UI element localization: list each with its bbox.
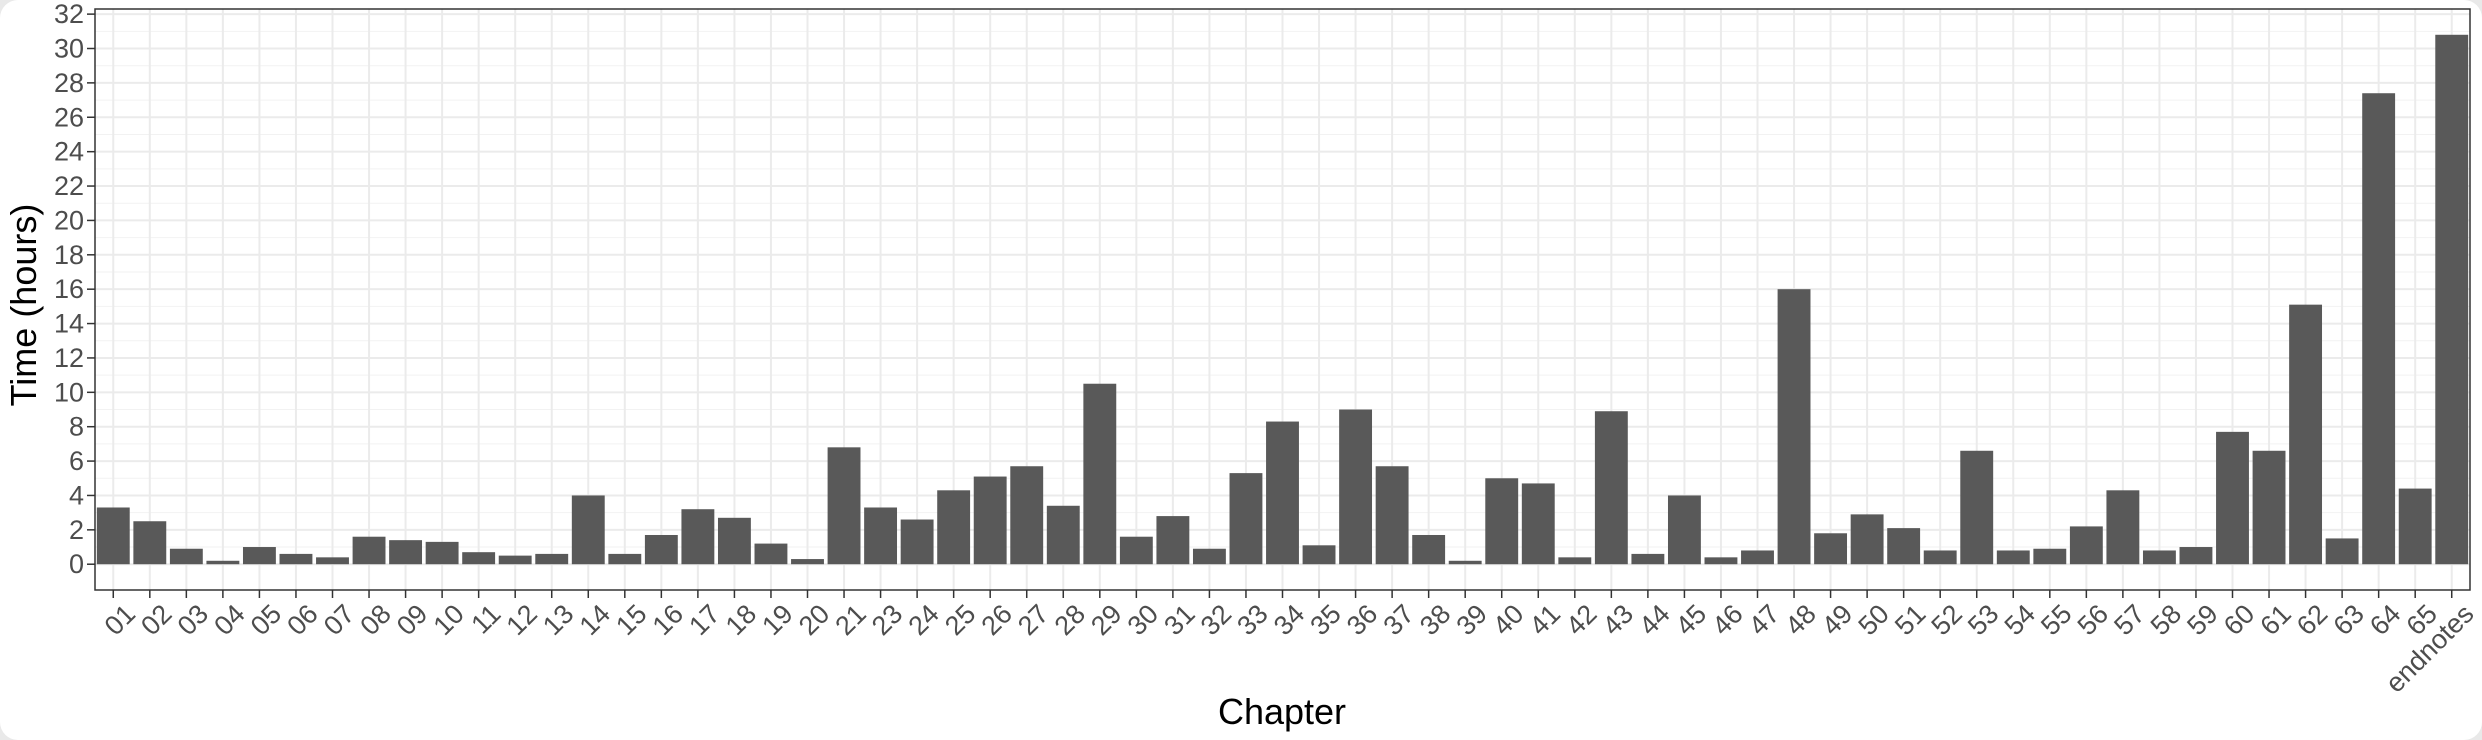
bar-52: [1923, 550, 1957, 565]
bar-16: [644, 534, 678, 565]
bar-37: [1375, 466, 1409, 565]
bar-56: [2069, 526, 2103, 565]
y-tick-label: 14: [54, 309, 84, 339]
bar-07: [316, 557, 349, 565]
bar-60: [2216, 431, 2249, 565]
bar-27: [1010, 466, 1044, 565]
y-tick-label: 30: [54, 34, 84, 64]
x-tick-label: 10: [427, 599, 469, 641]
bar-06: [279, 553, 313, 565]
bar-57: [2106, 490, 2140, 565]
bar-05: [242, 547, 276, 565]
bar-50: [1850, 514, 1884, 565]
bar-13: [535, 553, 569, 565]
bar-32: [1192, 548, 1226, 565]
bar-48: [1777, 289, 1811, 565]
y-tick-label: 12: [54, 343, 84, 373]
y-tick-label: 4: [69, 480, 84, 510]
bar-33: [1229, 473, 1263, 565]
bar-49: [1814, 533, 1848, 565]
y-tick-label: 22: [54, 171, 84, 201]
bar-51: [1887, 528, 1921, 565]
bar-11: [462, 552, 496, 565]
bar-26: [973, 476, 1007, 565]
bar-19: [754, 543, 788, 565]
bar-35: [1302, 545, 1336, 565]
bar-40: [1485, 478, 1519, 565]
bar-65: [2398, 488, 2432, 565]
bar-47: [1741, 550, 1774, 565]
bar-38: [1412, 534, 1446, 565]
bar-18: [717, 517, 751, 565]
y-tick-label: 18: [54, 240, 84, 270]
y-tick-label: 0: [69, 549, 84, 579]
y-tick-label: 20: [54, 205, 84, 235]
bar-28: [1046, 505, 1080, 565]
bar-14: [571, 495, 605, 565]
bar-45: [1667, 495, 1701, 565]
bar-55: [2033, 548, 2067, 565]
bar-15: [608, 553, 642, 565]
bar-21: [827, 447, 861, 565]
bar-23: [864, 507, 898, 565]
y-axis-title: Time (hours): [3, 204, 44, 407]
y-tick-label: 6: [69, 446, 84, 476]
y-tick-label: 8: [69, 412, 84, 442]
bar-02: [133, 521, 167, 565]
bar-25: [937, 490, 971, 565]
bar-29: [1083, 383, 1117, 565]
bar-09: [389, 540, 423, 565]
bar-20: [791, 559, 824, 565]
y-tick-label: 10: [54, 377, 84, 407]
y-tick-label: 26: [54, 102, 84, 132]
bar-63: [2325, 538, 2359, 565]
bar-24: [900, 519, 934, 565]
bar-61: [2252, 450, 2286, 565]
bar-08: [352, 536, 386, 565]
x-axis: 0102030405060708091011121314151617181920…: [99, 590, 2480, 698]
bar-01: [96, 507, 130, 565]
bar-54: [1996, 550, 2030, 565]
bars-layer: [94, 8, 2471, 591]
bar-12: [498, 555, 532, 565]
y-tick-label: 28: [54, 68, 84, 98]
bar-39: [1448, 560, 1482, 565]
bar-46: [1704, 557, 1738, 565]
bar-44: [1631, 553, 1665, 565]
bar-41: [1521, 483, 1555, 565]
bar-42: [1558, 557, 1592, 565]
bar-34: [1266, 421, 1299, 565]
bar-59: [2179, 547, 2213, 565]
bar-03: [169, 548, 203, 565]
bar-31: [1156, 516, 1190, 565]
bar-62: [2289, 304, 2323, 565]
bar-36: [1339, 409, 1373, 565]
x-axis-title: Chapter: [1218, 691, 1346, 732]
bar-53: [1960, 450, 1994, 565]
bar-64: [2362, 93, 2396, 565]
bar-17: [681, 509, 715, 565]
y-tick-label: 32: [54, 0, 84, 29]
bar-endnotes: [2435, 34, 2469, 565]
y-tick-label: 16: [54, 274, 84, 304]
bar-10: [425, 541, 459, 565]
y-tick-label: 24: [54, 137, 84, 167]
y-tick-label: 2: [69, 515, 84, 545]
bar-30: [1119, 536, 1153, 565]
bar-58: [2142, 550, 2176, 565]
bar-04: [206, 560, 240, 565]
bar-43: [1594, 411, 1628, 565]
